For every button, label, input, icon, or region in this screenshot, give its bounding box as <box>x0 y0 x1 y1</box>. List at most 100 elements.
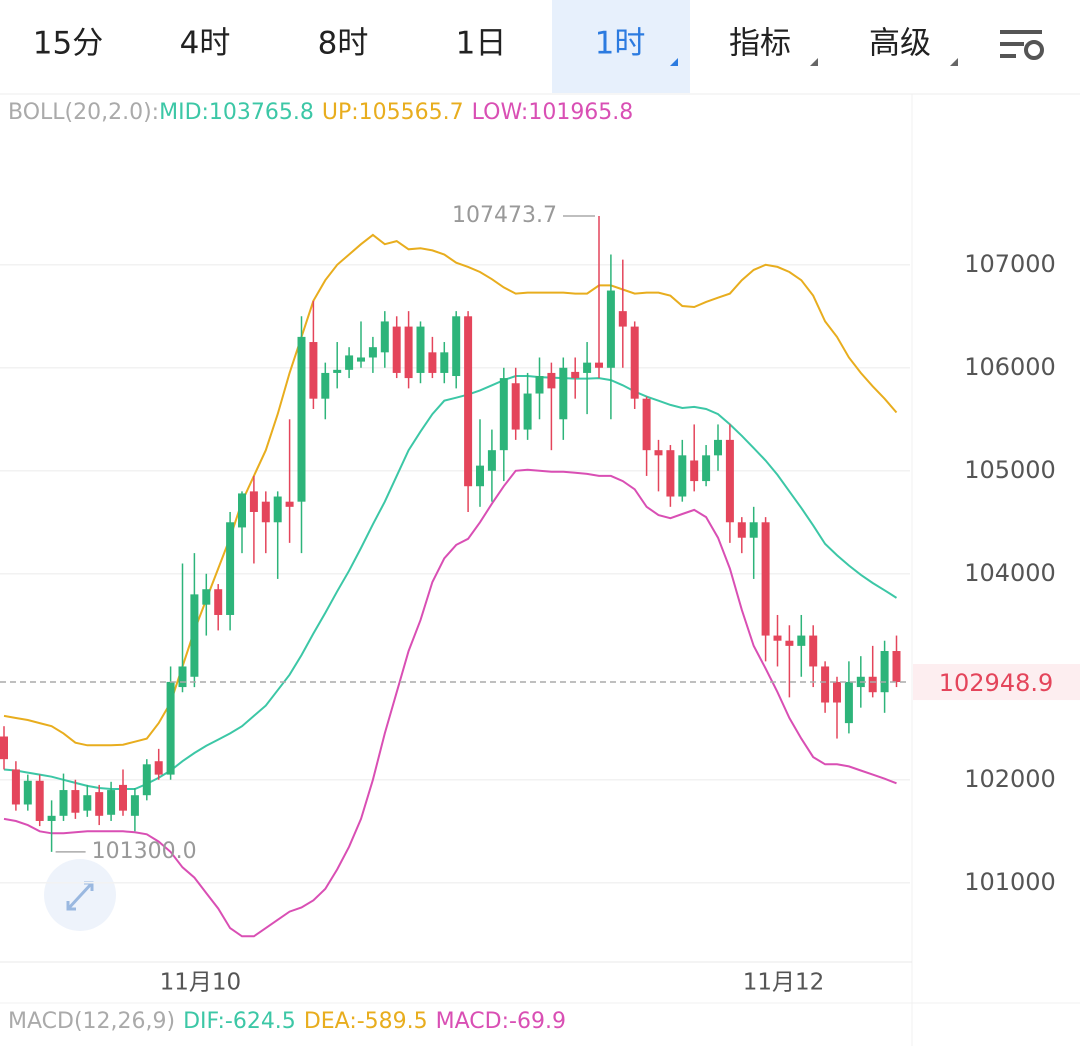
candle-body <box>333 369 342 373</box>
x-tick-label: 11月10 <box>160 970 242 996</box>
candle-body <box>702 455 711 482</box>
indicator-legend: BOLL(20,2.0):MID:103765.8 UP:105565.7 LOW:… <box>8 100 633 125</box>
x-tick-label: 11月12 <box>743 970 825 996</box>
candle-body <box>392 326 401 373</box>
candle-body <box>71 790 80 813</box>
last-price-tag <box>913 664 1080 701</box>
icon-gear <box>1024 40 1044 60</box>
candle-body <box>261 501 270 523</box>
candle-body <box>0 736 8 760</box>
candle-body <box>226 522 235 615</box>
candle-body <box>595 362 603 368</box>
candle-body <box>785 640 794 646</box>
candle-body <box>119 784 127 811</box>
y-tick-label: 104000 <box>964 559 1056 587</box>
candle-body <box>428 352 437 373</box>
candle-body <box>868 676 877 693</box>
band-line <box>3 468 897 938</box>
candle-body <box>666 450 675 497</box>
legend-entry: MID:103765.8 <box>159 100 314 125</box>
candle-body <box>178 666 187 688</box>
candle-body <box>678 455 687 497</box>
tab[interactable]: 指标 <box>729 26 791 62</box>
candle-body <box>95 792 104 816</box>
y-tick-label: 106000 <box>964 353 1056 381</box>
candle-body <box>690 460 699 482</box>
candle-body <box>321 372 330 399</box>
candle-body <box>357 357 365 362</box>
candle-body <box>761 522 770 636</box>
candle-body <box>273 496 282 523</box>
candle-body <box>749 522 758 538</box>
candle-body <box>166 681 175 775</box>
candle-body <box>737 522 746 538</box>
candle-body <box>559 367 568 420</box>
candle-body <box>130 795 139 816</box>
sub-indicator-legend: MACD(12,26,9) DIF:-624.5 DEA:-589.5 MACD:-6… <box>8 1009 566 1034</box>
candle-body <box>285 501 294 507</box>
dropdown-caret <box>670 58 678 66</box>
candle-body <box>476 465 484 487</box>
candle-body <box>844 681 853 724</box>
candle-body <box>571 371 580 379</box>
candle-body <box>511 383 520 430</box>
candle-body <box>190 594 199 677</box>
candle-body <box>83 795 92 811</box>
candle-body <box>47 815 56 821</box>
candle-body <box>59 790 68 816</box>
tab[interactable]: 15分 <box>33 26 103 62</box>
candle-body <box>202 589 211 605</box>
indicator-name: BOLL(20,2.0): <box>8 100 159 125</box>
band-line <box>3 233 898 747</box>
legend-entry: UP:105565.7 <box>322 100 464 125</box>
high-label: 107473.7 <box>452 203 557 228</box>
legend-entry: LOW:101965.8 <box>472 100 634 125</box>
candle-body <box>725 439 734 523</box>
candle-body <box>833 681 841 703</box>
tab[interactable]: 1日 <box>456 26 507 62</box>
candle-body <box>452 316 461 377</box>
sub-legend-entry: DIF:-624.5 <box>183 1009 296 1034</box>
sub-legend-entry: DEA:-589.5 <box>304 1009 428 1034</box>
candle-body <box>892 651 901 683</box>
y-tick-label: 107000 <box>964 250 1056 278</box>
y-tick-label: 102000 <box>964 765 1056 793</box>
candle-body <box>297 336 306 502</box>
candle-body <box>880 651 889 693</box>
candle-body <box>535 376 544 394</box>
tab[interactable]: 1时 <box>595 26 646 62</box>
candle-body <box>214 589 223 615</box>
candle-body <box>11 769 20 805</box>
candle-body <box>606 290 615 368</box>
candle-body <box>440 352 449 373</box>
candle-body <box>654 450 663 456</box>
tab[interactable]: 高级 <box>869 26 931 62</box>
tab[interactable]: 8时 <box>318 26 369 62</box>
sub-legend-entry: MACD:-69.9 <box>436 1009 566 1034</box>
band-line <box>3 375 898 790</box>
candle-body <box>499 378 508 451</box>
settings-icon[interactable] <box>1000 30 1044 60</box>
expand-button[interactable] <box>44 859 116 931</box>
candle-body <box>107 790 116 815</box>
candle-body <box>23 780 32 805</box>
candle-body <box>618 311 627 327</box>
candle-body <box>547 372 556 389</box>
candle-body <box>487 450 496 471</box>
tab[interactable]: 4时 <box>180 26 231 62</box>
candle-body <box>309 342 318 399</box>
sub-indicator-name: MACD(12,26,9) <box>8 1009 175 1034</box>
dropdown-caret <box>810 58 818 66</box>
candle-body <box>809 635 818 667</box>
dropdown-caret <box>950 58 958 66</box>
candle-body <box>404 326 413 379</box>
candle-body <box>154 761 163 775</box>
tab-active-bg <box>552 0 690 93</box>
candle-body <box>523 393 532 430</box>
candle-body <box>642 398 651 451</box>
candle-body <box>368 347 377 358</box>
candle-body <box>238 493 246 528</box>
